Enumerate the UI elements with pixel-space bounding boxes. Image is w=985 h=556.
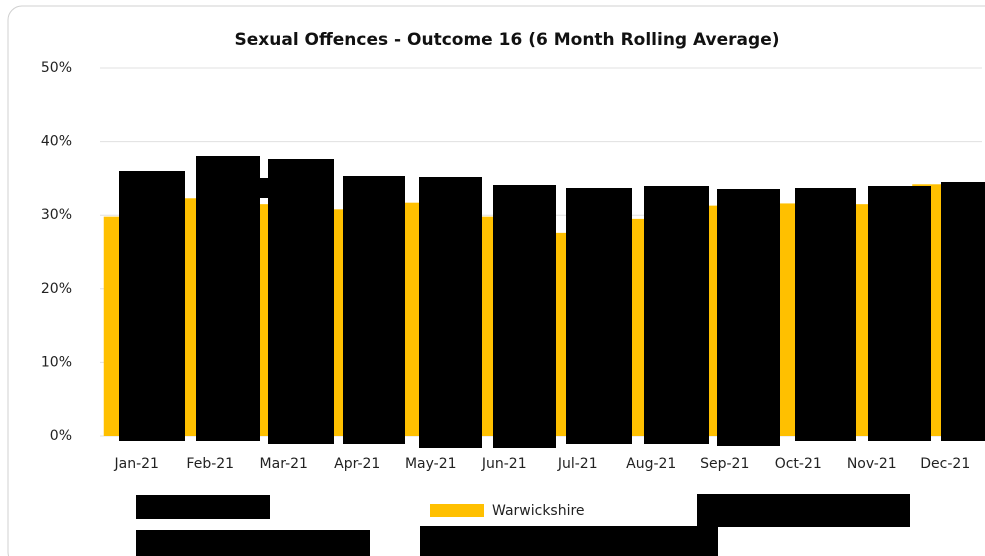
chart-title: Sexual Offences - Outcome 16 (6 Month Ro… [235, 30, 780, 50]
redaction [196, 156, 260, 441]
redactions [119, 156, 985, 556]
redaction [343, 176, 405, 444]
redaction [697, 494, 910, 527]
redaction [941, 182, 985, 441]
y-tick-label: 20% [41, 281, 72, 297]
y-tick-label: 0% [50, 428, 72, 444]
redaction [268, 159, 334, 444]
y-tick-label: 40% [41, 134, 72, 150]
y-tick-label: 10% [41, 354, 72, 370]
redaction [136, 495, 270, 519]
x-tick-label: Aug-21 [626, 456, 676, 472]
redaction [644, 186, 709, 444]
x-tick-label: Mar-21 [260, 456, 308, 472]
redaction [493, 185, 556, 448]
x-tick-label: Apr-21 [334, 456, 380, 472]
x-tick-label: Jan-21 [114, 456, 159, 472]
y-tick-label: 50% [41, 60, 72, 76]
redaction [419, 177, 482, 448]
x-tick-label: May-21 [405, 456, 457, 472]
x-tick-label: Oct-21 [775, 456, 822, 472]
redaction [795, 188, 856, 441]
x-tick-label: Feb-21 [186, 456, 234, 472]
redaction [566, 188, 632, 444]
redaction [717, 189, 780, 446]
redaction [119, 171, 185, 441]
x-tick-label: Jun-21 [481, 456, 527, 472]
x-tick-label: Sep-21 [700, 456, 749, 472]
redaction [136, 530, 370, 556]
x-tick-label: Nov-21 [847, 456, 897, 472]
x-tick-label: Dec-21 [920, 456, 970, 472]
redaction [868, 186, 931, 441]
legend-label: Warwickshire [492, 503, 585, 519]
y-tick-label: 30% [41, 207, 72, 223]
x-tick-label: Jul-21 [557, 456, 598, 472]
redaction [420, 526, 718, 556]
legend-swatch [430, 504, 484, 517]
